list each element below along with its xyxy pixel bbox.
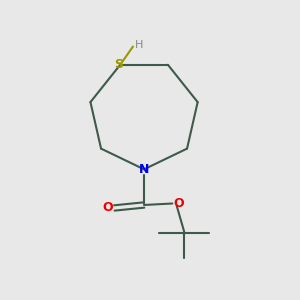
Text: O: O bbox=[173, 197, 184, 210]
Text: H: H bbox=[135, 40, 144, 50]
Text: O: O bbox=[103, 202, 113, 214]
Text: N: N bbox=[139, 163, 149, 176]
Text: S: S bbox=[114, 58, 123, 71]
